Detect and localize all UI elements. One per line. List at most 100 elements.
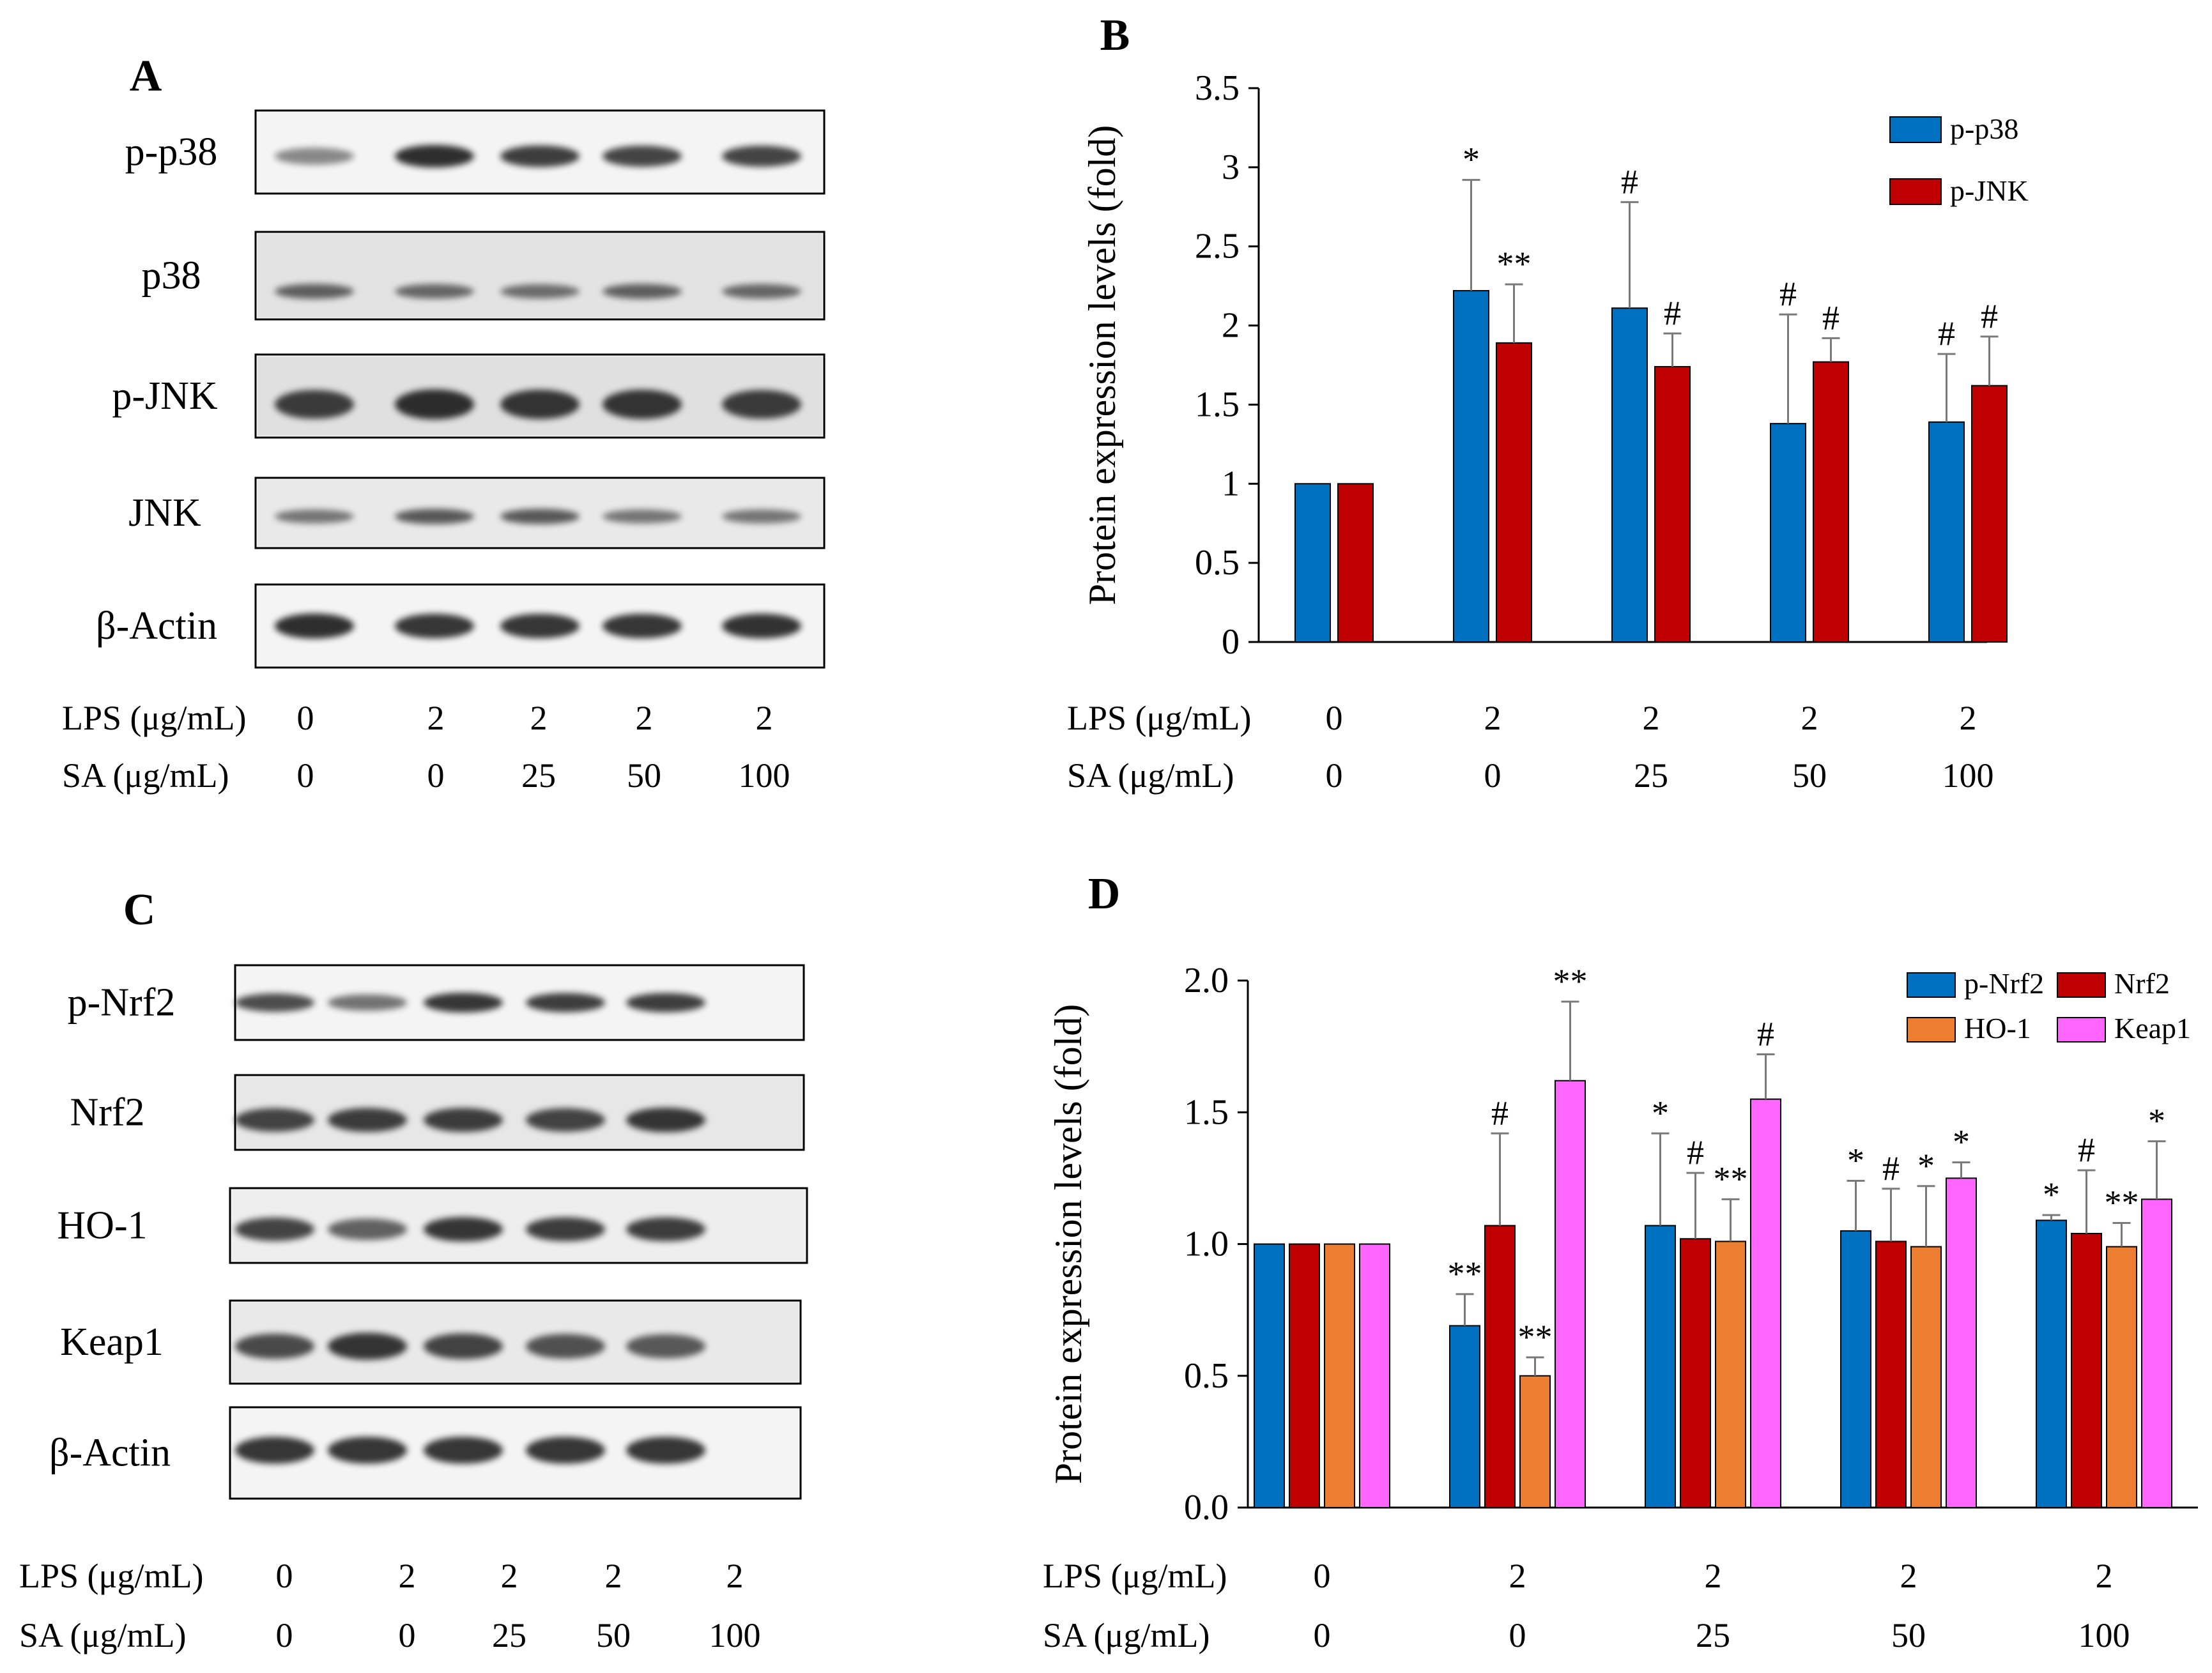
- panel-d-bar-chart: D Protein expression levels (fold) 0.0 0.5 1…: [1043, 869, 2198, 1654]
- bar-p-nrf2: [1254, 1243, 1285, 1508]
- legend-label: p-p38: [1950, 112, 2018, 145]
- blot-row: p-JNK: [112, 353, 826, 439]
- significance-mark: *: [1953, 1123, 1970, 1161]
- legend-swatch: [2057, 1017, 2106, 1043]
- bar-p-p38: [1928, 421, 1965, 643]
- significance-mark: *: [2148, 1102, 2165, 1140]
- y-tick-label: 2.5: [1195, 227, 1240, 266]
- y-tick-label: 1.5: [1195, 385, 1240, 424]
- blot-row: Nrf2: [70, 1074, 805, 1151]
- blot-band: [526, 1334, 605, 1359]
- blot-band: [722, 284, 801, 299]
- sa-value: 0: [1326, 756, 1343, 795]
- legend-item: p-Nrf2: [1907, 967, 2044, 1000]
- legend-label: p-JNK: [1950, 174, 2029, 207]
- blot-band: [395, 613, 474, 639]
- blot-band: [526, 993, 605, 1012]
- blot-band: [500, 284, 580, 299]
- sa-value: 100: [2078, 1616, 2130, 1654]
- bar-keap1: [1750, 1098, 1781, 1508]
- blot-band: [424, 993, 503, 1012]
- blot-band: [235, 1217, 314, 1241]
- significance-mark: *: [1652, 1094, 1669, 1132]
- legend: p-Nrf2 Nrf2 HO-1 Keap1: [1907, 967, 2191, 1044]
- sa-value: 0: [276, 1616, 293, 1654]
- significance-mark: *: [1917, 1147, 1935, 1185]
- treatment-labels: LPS (μg/mL) SA (μg/mL) 0 0 2 0 2 25 2 50 2 100: [1043, 1557, 2130, 1654]
- blot-band: [275, 390, 354, 419]
- y-tick-label: 2: [1222, 306, 1240, 346]
- treatment-labels: LPS (μg/mL) SA (μg/mL) 0 0 2 0 2 25 2 50 2 100: [62, 699, 790, 795]
- lps-value: 2: [636, 699, 653, 737]
- legend-swatch: [1907, 972, 1956, 998]
- bar-p-jnk: [1654, 365, 1691, 643]
- blot-frame: [234, 964, 805, 1041]
- lps-label: LPS (μg/mL): [62, 699, 246, 737]
- sa-value: 25: [492, 1616, 526, 1654]
- significance-mark: *: [1847, 1142, 1864, 1180]
- sa-value: 0: [399, 1616, 416, 1654]
- y-tick-label: 0.0: [1184, 1488, 1229, 1527]
- blot-row: β-Actin: [96, 583, 826, 669]
- blot-band: [275, 284, 354, 299]
- blot-band: [235, 1437, 314, 1464]
- blot-band: [500, 508, 580, 524]
- legend-item: Nrf2: [2057, 967, 2170, 1000]
- sa-value: 0: [1314, 1616, 1331, 1654]
- blot-row: β-Actin: [49, 1406, 802, 1500]
- blot-row: p38: [142, 231, 826, 321]
- lps-value: 2: [1801, 699, 1818, 737]
- bar-nrf2: [1875, 1241, 1907, 1508]
- legend-swatch: [1889, 116, 1942, 143]
- bar-ho-1: [2106, 1246, 2137, 1508]
- y-tick-label: 1.5: [1184, 1092, 1229, 1132]
- y-axis-label: Protein expression levels (fold): [1047, 1004, 1089, 1485]
- blot-band: [626, 993, 705, 1012]
- blot-band: [603, 509, 682, 524]
- bar-keap1: [1555, 1080, 1586, 1508]
- bar-keap1: [1359, 1243, 1390, 1508]
- legend-swatch: [1889, 178, 1942, 205]
- significance-mark: **: [1553, 962, 1588, 1000]
- lps-value: 2: [1509, 1557, 1526, 1595]
- lps-label: LPS (μg/mL): [1067, 699, 1251, 737]
- significance-mark: #: [1491, 1094, 1509, 1132]
- panel-label: D: [1088, 869, 1121, 919]
- blot-band: [626, 1108, 705, 1133]
- y-tick-label: 2.0: [1184, 961, 1229, 1000]
- sa-value: 100: [739, 756, 790, 795]
- bar-p-nrf2: [2036, 1219, 2067, 1508]
- lps-value: 2: [399, 1557, 416, 1595]
- bar-p-nrf2: [1645, 1225, 1676, 1508]
- blot-background: [232, 1190, 805, 1261]
- blot-band: [424, 1437, 503, 1464]
- panel-b-bar-chart: B Protein expression levels (fold) 0 0.5 1 1.…: [1067, 11, 2029, 795]
- lps-value: 0: [1314, 1557, 1331, 1595]
- panel-c-western-blot: Cp-Nrf2 Nrf2 HO-1 Keap1 β-Actin LPS (μg/mL) SA…: [19, 885, 808, 1654]
- sa-value: 50: [1792, 756, 1827, 795]
- blot-band: [424, 1108, 503, 1132]
- lps-value: 2: [1705, 1557, 1722, 1595]
- blot-band: [328, 1437, 407, 1464]
- significance-mark: #: [2078, 1131, 2095, 1169]
- sa-value: 50: [596, 1616, 631, 1654]
- blot-band: [424, 1333, 503, 1359]
- blot-frame: [229, 1187, 808, 1264]
- lps-label: LPS (μg/mL): [1043, 1557, 1227, 1595]
- blot-band: [603, 613, 682, 639]
- lps-value: 2: [1960, 699, 1977, 737]
- sa-value: 0: [427, 756, 445, 795]
- lps-value: 2: [1900, 1557, 1917, 1595]
- blot-row-label: p-JNK: [112, 374, 218, 418]
- bar-keap1: [1946, 1177, 1977, 1508]
- bar-nrf2: [1289, 1243, 1320, 1508]
- sa-value: 100: [1942, 756, 1994, 795]
- blot-band: [500, 613, 580, 639]
- blot-band: [328, 994, 407, 1011]
- blot-row-label: HO-1: [57, 1204, 147, 1248]
- legend-swatch: [2057, 972, 2106, 998]
- bar-p-p38: [1294, 483, 1331, 643]
- blot-band: [722, 613, 801, 639]
- bar-ho-1: [1910, 1246, 1942, 1508]
- blot-band: [722, 145, 801, 167]
